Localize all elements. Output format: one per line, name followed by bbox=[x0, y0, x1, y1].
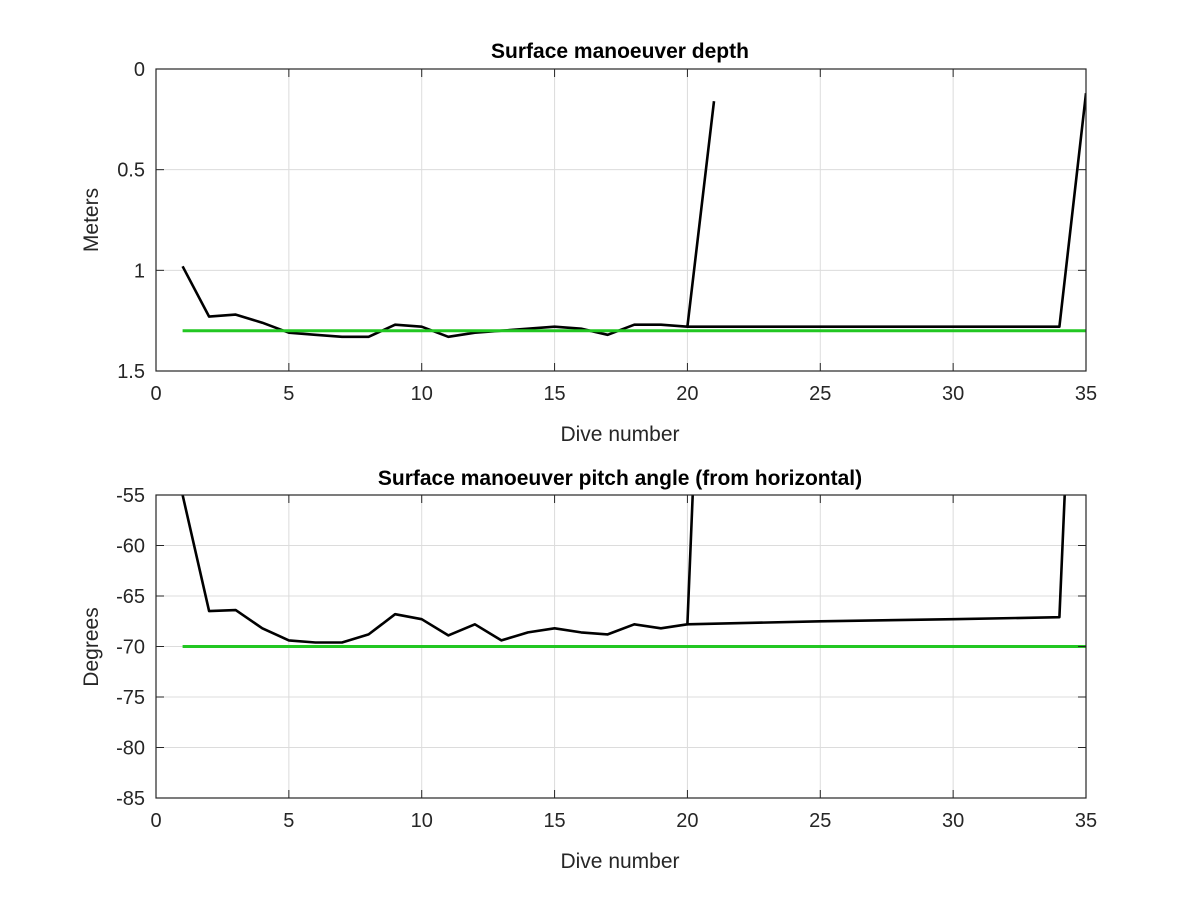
y-tick-label: -85 bbox=[116, 788, 145, 810]
y-tick-label: -75 bbox=[116, 687, 145, 709]
x-tick-label: 10 bbox=[411, 383, 433, 405]
series-group bbox=[181, 495, 1086, 648]
y-tick-label: -55 bbox=[116, 485, 145, 507]
x-tick-label: 15 bbox=[543, 383, 565, 405]
data-line-1 bbox=[687, 93, 1086, 329]
y-axis-label: Meters bbox=[80, 188, 103, 252]
x-tick-label: 10 bbox=[411, 810, 433, 832]
x-tick-label: 20 bbox=[676, 383, 698, 405]
tick-marks bbox=[155, 68, 1087, 372]
pitch-angle-plot: Surface manoeuver pitch angle (from hori… bbox=[80, 467, 1097, 873]
x-tick-label: 15 bbox=[543, 810, 565, 832]
data-line-1 bbox=[687, 495, 1066, 626]
data-line-0 bbox=[181, 101, 716, 339]
x-tick-label: 30 bbox=[942, 810, 964, 832]
tick-marks bbox=[155, 494, 1087, 799]
y-tick-label: 1 bbox=[134, 260, 145, 282]
x-tick-label: 35 bbox=[1075, 810, 1097, 832]
y-tick-label: -80 bbox=[116, 738, 145, 760]
y-tick-label: -70 bbox=[116, 637, 145, 659]
x-tick-label: 35 bbox=[1075, 383, 1097, 405]
data-line-0 bbox=[181, 495, 694, 644]
y-tick-label: 1.5 bbox=[117, 361, 145, 383]
x-axis-label: Dive number bbox=[560, 423, 679, 446]
y-tick-label: -60 bbox=[116, 536, 145, 558]
y-tick-label: -65 bbox=[116, 586, 145, 608]
y-tick-label: 0.5 bbox=[117, 160, 145, 182]
y-axis-label: Degrees bbox=[80, 607, 103, 686]
x-tick-label: 0 bbox=[150, 810, 161, 832]
chart-title: Surface manoeuver pitch angle (from hori… bbox=[378, 467, 862, 490]
series-group bbox=[181, 93, 1086, 339]
x-axis-label: Dive number bbox=[560, 850, 679, 873]
x-tick-label: 30 bbox=[942, 383, 964, 405]
x-tick-label: 25 bbox=[809, 810, 831, 832]
chart-title: Surface manoeuver depth bbox=[491, 40, 749, 63]
y-tick-label: 0 bbox=[134, 59, 145, 81]
x-tick-label: 25 bbox=[809, 383, 831, 405]
depth-plot: Surface manoeuver depth Dive number Mete… bbox=[80, 40, 1097, 446]
x-tick-label: 5 bbox=[283, 383, 294, 405]
x-tick-label: 5 bbox=[283, 810, 294, 832]
x-tick-label: 0 bbox=[150, 383, 161, 405]
axes-frame bbox=[155, 68, 1087, 372]
x-tick-label: 20 bbox=[676, 810, 698, 832]
